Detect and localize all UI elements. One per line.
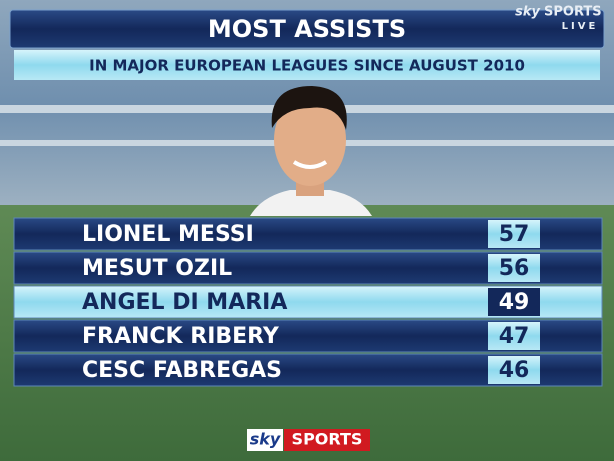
assists-value: 46 <box>499 358 530 383</box>
watermark-status: LIVE <box>562 21 599 32</box>
player-photo <box>250 86 372 216</box>
title: MOST ASSISTS <box>208 15 406 43</box>
assists-value: 47 <box>499 324 530 349</box>
player-name: FRANCK RIBERY <box>82 324 280 349</box>
player-name: LIONEL MESSI <box>82 222 254 247</box>
value-box <box>488 288 540 316</box>
value-box <box>488 254 540 282</box>
assists-value: 57 <box>499 222 530 247</box>
subtitle: IN MAJOR EUROPEAN LEAGUES SINCE AUGUST 2… <box>89 57 525 75</box>
value-box <box>488 322 540 350</box>
player-name: MESUT OZIL <box>82 256 232 281</box>
watermark-channel: SPORTS <box>544 5 602 20</box>
player-name: CESC FABREGAS <box>82 358 282 383</box>
table: LIONEL MESSI 57 MESUT OZIL 56 ANGEL DI MARIA… <box>13 217 603 387</box>
assists-value: 56 <box>499 256 530 281</box>
logo-channel: SPORTS <box>292 430 363 449</box>
player-name: ANGEL DI MARIA <box>82 290 287 315</box>
value-box <box>488 220 540 248</box>
logo-brand-box <box>247 429 283 451</box>
subtitle-bar <box>14 50 600 80</box>
watermark-brand: sky <box>515 5 540 20</box>
value-box <box>488 356 540 384</box>
logo-channel-box <box>284 429 370 451</box>
logo-brand: sky <box>250 430 281 449</box>
assists-value: 49 <box>499 290 530 315</box>
title-bar <box>9 9 605 49</box>
